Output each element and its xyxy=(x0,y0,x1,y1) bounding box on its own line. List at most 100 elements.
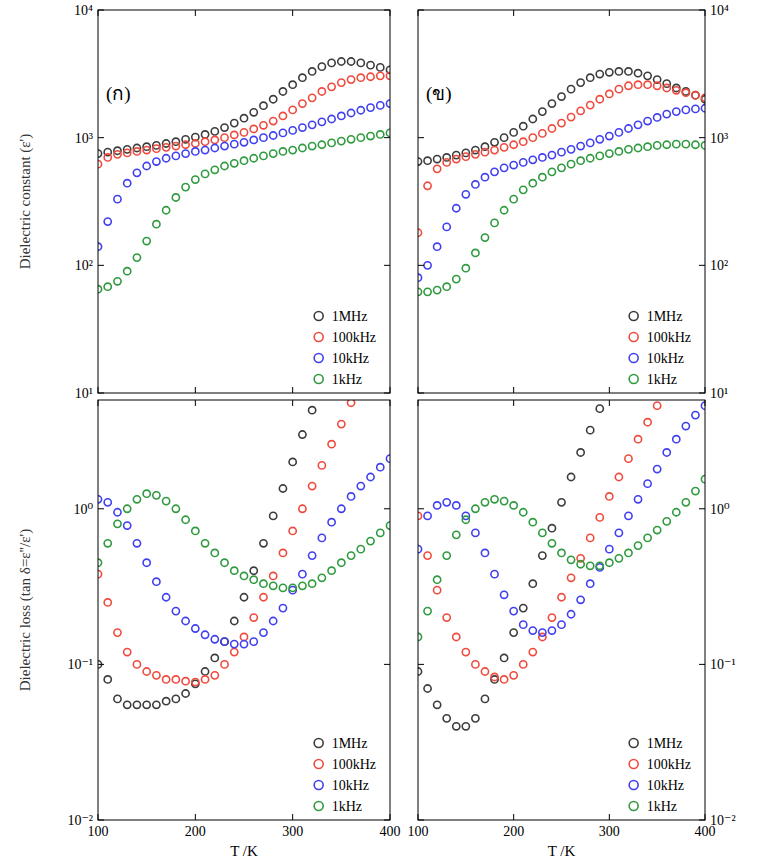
data-point xyxy=(491,673,498,680)
data-point xyxy=(434,243,441,250)
y-tick xyxy=(384,820,390,821)
data-point xyxy=(367,473,374,480)
data-point xyxy=(240,633,247,640)
y-tick-label: 10⁴ xyxy=(710,3,729,18)
data-point xyxy=(510,502,517,509)
x-tick xyxy=(705,814,706,820)
data-point xyxy=(462,723,469,730)
data-point xyxy=(182,690,189,697)
x-tick-label: 300 xyxy=(282,824,303,839)
data-point xyxy=(270,582,277,589)
y-tick xyxy=(699,10,705,11)
legend-label: 1kHz xyxy=(647,799,677,814)
data-point xyxy=(663,110,670,117)
data-point xyxy=(98,571,102,578)
data-point xyxy=(279,129,286,136)
data-point xyxy=(443,552,450,559)
data-point xyxy=(434,286,441,293)
y-tick-label: 10⁻¹ xyxy=(710,657,736,672)
data-point xyxy=(279,112,286,119)
data-point xyxy=(163,207,170,214)
data-point xyxy=(472,715,479,722)
data-point xyxy=(634,542,641,549)
data-point xyxy=(634,144,641,151)
data-point xyxy=(338,421,345,428)
data-point xyxy=(114,278,121,285)
data-point xyxy=(501,654,508,661)
data-point xyxy=(309,407,316,414)
data-point xyxy=(577,561,584,568)
data-point xyxy=(153,701,160,708)
data-point xyxy=(625,455,632,462)
data-point xyxy=(558,499,565,506)
data-point xyxy=(318,574,325,581)
data-point xyxy=(357,59,364,66)
data-point xyxy=(211,128,218,135)
data-point xyxy=(231,567,238,574)
x-tick xyxy=(705,400,706,406)
y-tick xyxy=(418,393,424,394)
data-point xyxy=(328,519,335,526)
data-point xyxy=(347,552,354,559)
data-point xyxy=(501,164,508,171)
legend-label: 10kHz xyxy=(332,351,369,366)
data-point xyxy=(539,174,546,181)
legend: 1MHz100kHz10kHz1kHz xyxy=(629,736,691,814)
data-point xyxy=(654,114,661,121)
data-point xyxy=(418,633,422,640)
y-tick-label: 10⁻¹ xyxy=(67,657,93,672)
data-point xyxy=(424,157,431,164)
data-point xyxy=(539,529,546,536)
data-point xyxy=(418,158,422,165)
data-point xyxy=(634,496,641,503)
legend-label: 1kHz xyxy=(647,372,677,387)
series-3 xyxy=(418,141,705,296)
data-point xyxy=(606,90,613,97)
data-point xyxy=(577,142,584,149)
y-tick xyxy=(98,820,104,821)
data-point xyxy=(654,82,661,89)
data-point xyxy=(299,431,306,438)
data-point xyxy=(318,63,325,70)
data-point xyxy=(692,487,699,494)
data-point xyxy=(567,86,574,93)
data-point xyxy=(596,96,603,103)
data-point xyxy=(250,576,257,583)
data-point xyxy=(163,155,170,162)
data-point xyxy=(328,567,335,574)
data-point xyxy=(289,146,296,153)
data-point xyxy=(260,134,267,141)
data-point xyxy=(104,540,111,547)
data-point xyxy=(221,124,228,131)
data-point xyxy=(481,174,488,181)
data-point xyxy=(418,288,422,295)
data-point xyxy=(98,496,102,503)
data-point xyxy=(587,101,594,108)
data-point xyxy=(192,176,199,183)
data-point xyxy=(481,695,488,702)
data-point xyxy=(501,134,508,141)
data-point xyxy=(231,648,238,655)
data-point xyxy=(240,594,247,601)
legend-label: 1MHz xyxy=(332,309,368,324)
data-point xyxy=(114,695,121,702)
data-point xyxy=(309,580,316,587)
data-point xyxy=(192,527,199,534)
data-point xyxy=(577,107,584,114)
y-tick xyxy=(98,137,104,138)
data-point xyxy=(472,249,479,256)
x-tick xyxy=(390,814,391,820)
data-point xyxy=(634,81,641,88)
data-point xyxy=(357,546,364,553)
legend-marker xyxy=(314,333,323,342)
data-point xyxy=(472,529,479,536)
x-axis-title: T /K xyxy=(230,843,258,859)
y-axis-title: Dielectric constant (ε') xyxy=(17,134,34,270)
y-tick xyxy=(418,137,424,138)
data-point xyxy=(567,611,574,618)
x-tick xyxy=(195,387,196,393)
data-point xyxy=(443,159,450,166)
x-tick-label: 300 xyxy=(599,824,620,839)
data-point xyxy=(240,572,247,579)
data-point xyxy=(143,701,150,708)
